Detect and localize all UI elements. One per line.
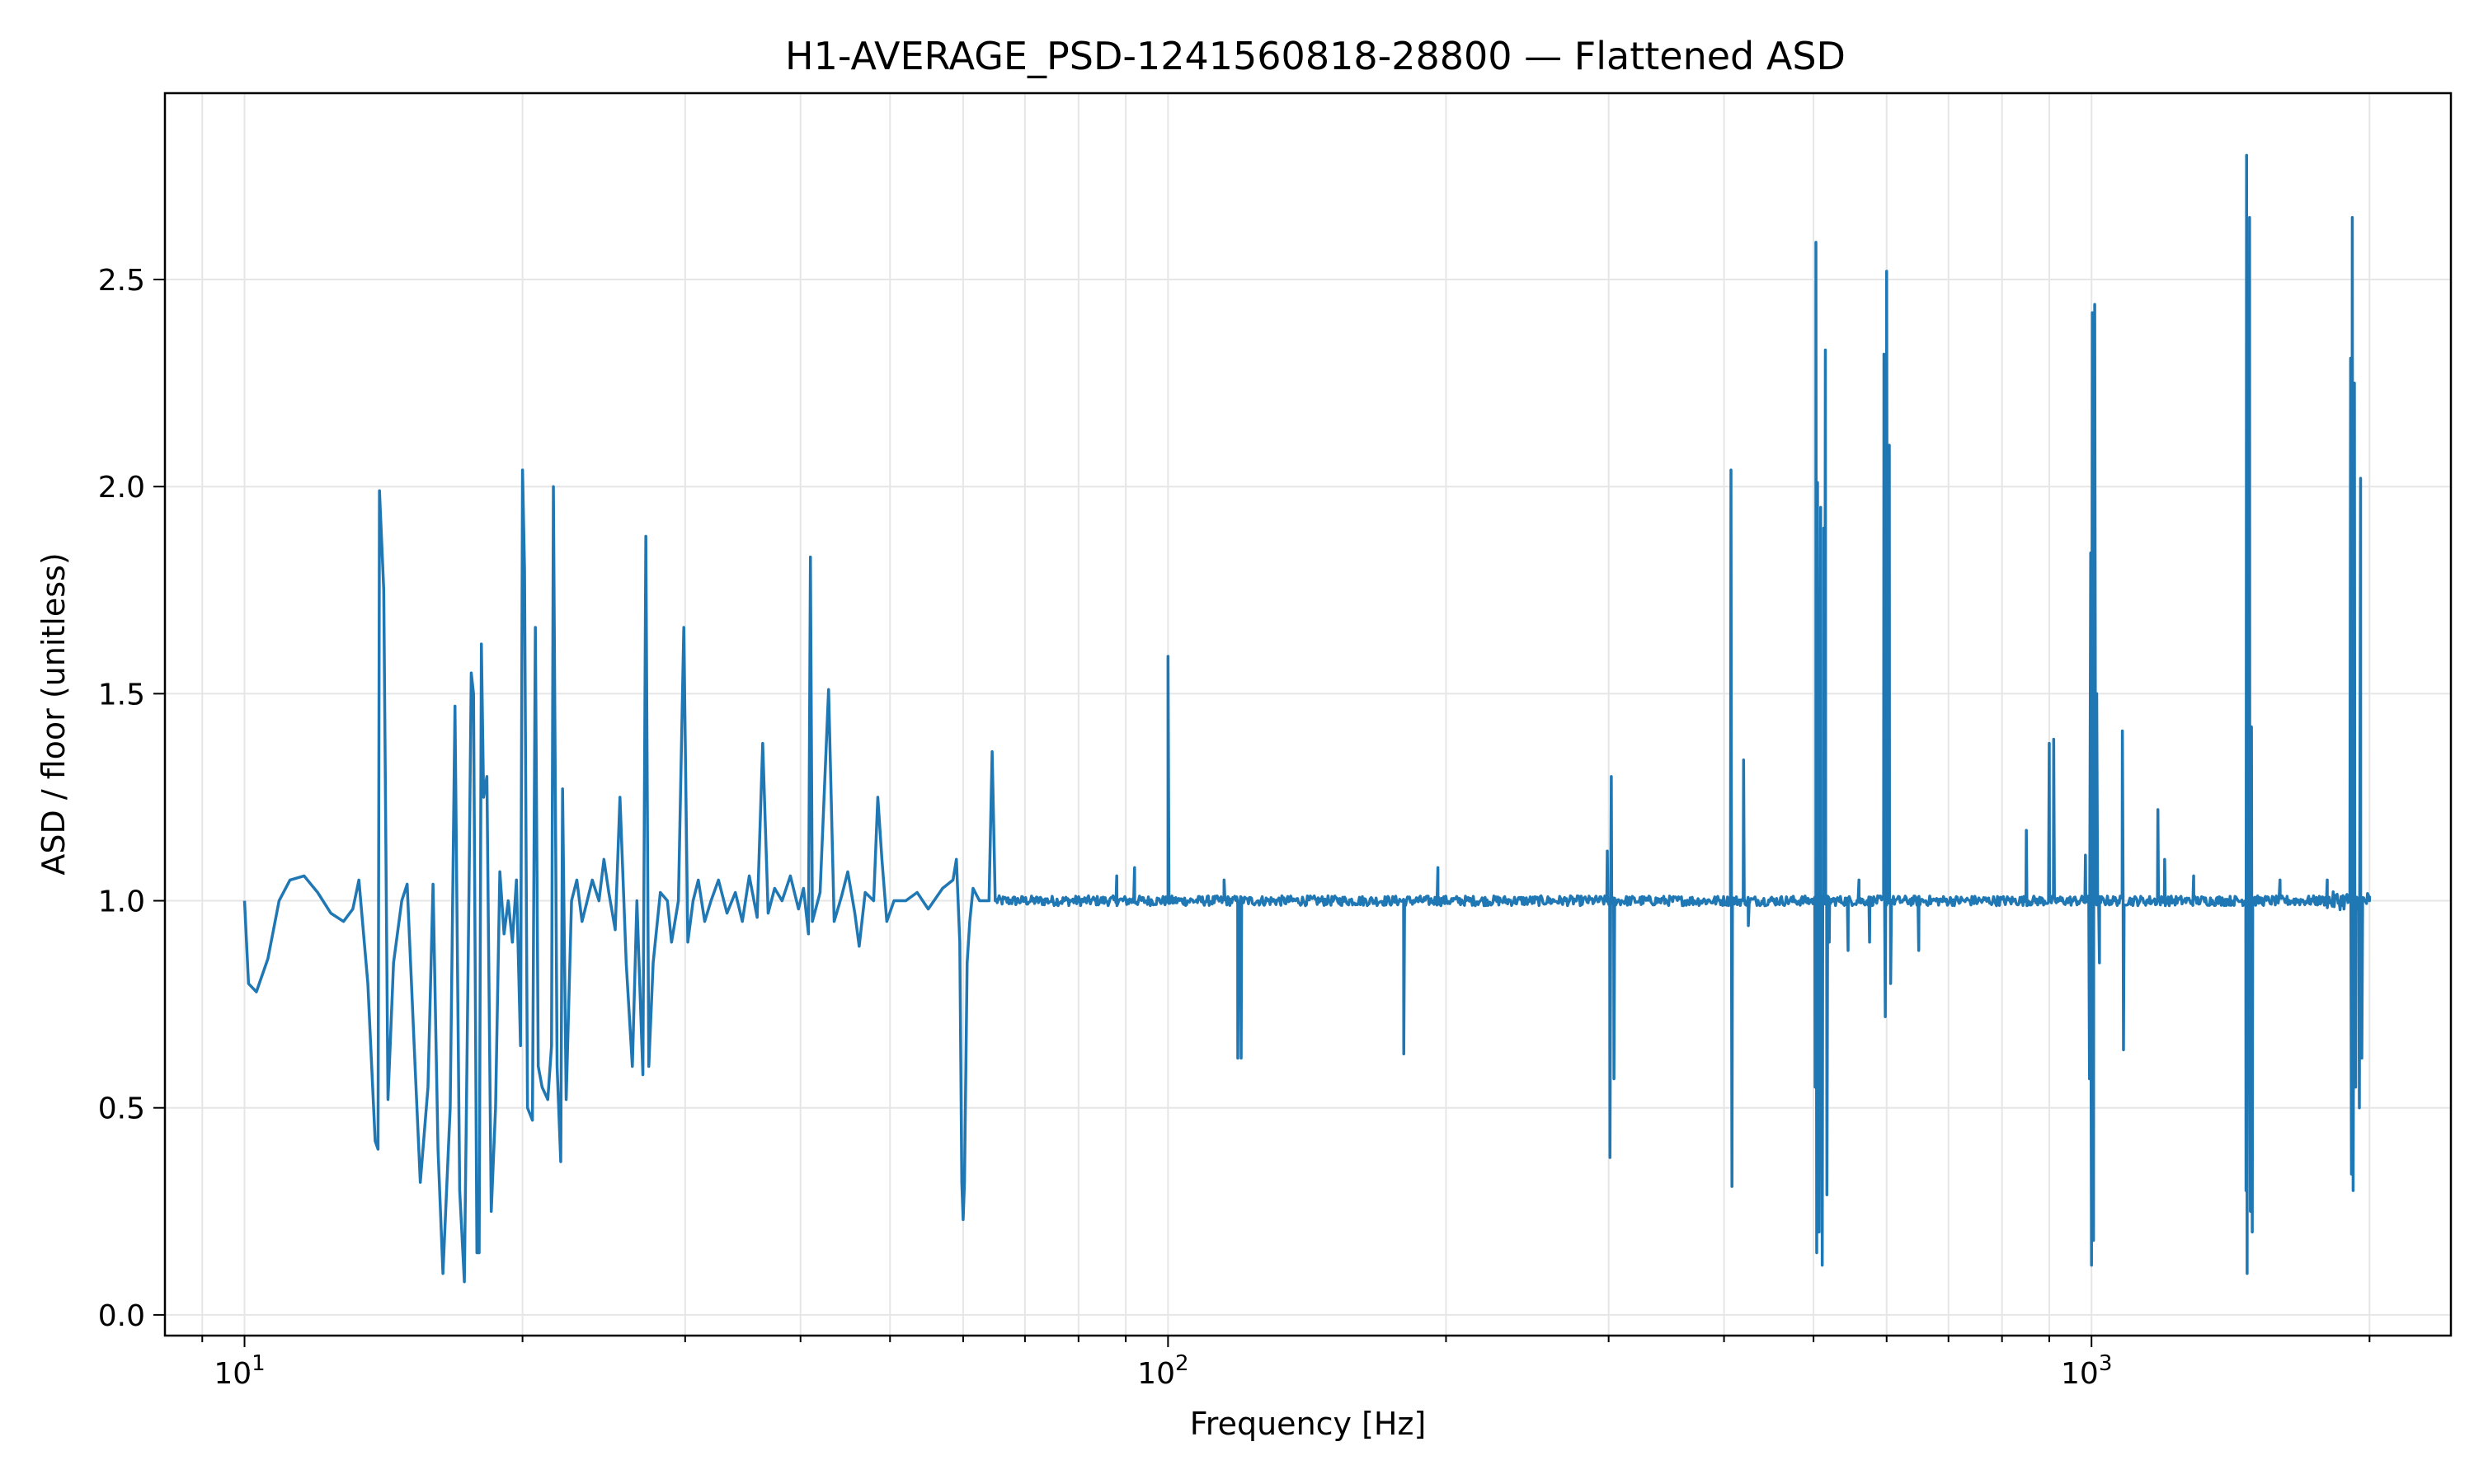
plot-frame (163, 92, 2453, 1337)
y-tick-label: 0.0 (98, 1299, 145, 1333)
chart-title: H1-AVERAGE_PSD-1241560818-28800 — Flatte… (785, 34, 1846, 78)
y-tick-label: 0.5 (98, 1092, 145, 1126)
asd-series-line (242, 153, 2372, 1284)
x-axis-label: Frequency [Hz] (1190, 1406, 1427, 1442)
y-axis-label: ASD / floor (unitless) (35, 552, 72, 875)
y-tick-label: 2.5 (98, 264, 145, 298)
y-tick-label: 1.0 (98, 885, 145, 919)
x-tick-label: 103 (2061, 1351, 2112, 1391)
x-tick-label: 101 (214, 1351, 265, 1391)
ticks: 101 102 103 0.0 0.5 1.0 1.5 2.0 2.5 (98, 264, 2371, 1391)
y-tick-label: 2.0 (98, 471, 145, 505)
x-tick-label: 102 (1137, 1351, 1188, 1391)
y-tick-label: 1.5 (98, 678, 145, 711)
series-layer (242, 153, 2372, 1284)
